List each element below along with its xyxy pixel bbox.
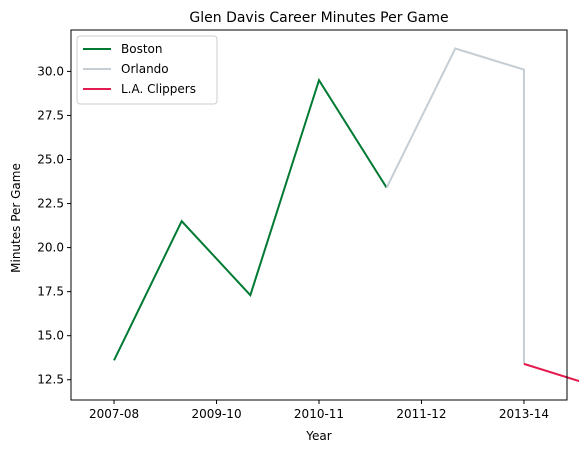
y-axis-label: Minutes Per Game: [9, 163, 23, 273]
y-tick-label: 12.5: [37, 373, 64, 387]
x-tick-label: 2013-14: [499, 407, 549, 421]
x-tick-label: 2011-12: [396, 407, 446, 421]
series-line-1: [385, 47, 525, 364]
chart-title: Glen Davis Career Minutes Per Game: [189, 10, 448, 26]
legend-label: Orlando: [121, 62, 169, 76]
legend-label: Boston: [121, 42, 162, 56]
legend-box: [76, 35, 218, 105]
y-axis: 12.5 15.0 17.5 20.0 22.5 25.0 27.5 30.0: [37, 64, 71, 387]
series-line-2: [523, 362, 579, 383]
x-tick-label: 2007-08: [89, 407, 139, 421]
y-tick-label: 25.0: [37, 153, 64, 167]
y-tick-label: 17.5: [37, 285, 64, 299]
x-axis-label: Year: [305, 429, 331, 443]
y-tick-label: 30.0: [37, 64, 64, 78]
plot-frame: [70, 29, 568, 401]
y-tick-label: 27.5: [37, 108, 64, 122]
plot-area: [113, 47, 579, 383]
x-axis: 2007-08 2009-10 2010-11 2011-12 2013-14: [89, 400, 549, 421]
y-tick-label: 22.5: [37, 197, 64, 211]
y-tick-label: 15.0: [37, 329, 64, 343]
x-tick-label: 2010-11: [294, 407, 344, 421]
legend-label: L.A. Clippers: [121, 82, 196, 96]
y-tick-label: 20.0: [37, 241, 64, 255]
x-tick-label: 2009-10: [191, 407, 241, 421]
series-line-0: [113, 77, 388, 361]
legend: Boston Orlando L.A. Clippers: [76, 35, 218, 105]
